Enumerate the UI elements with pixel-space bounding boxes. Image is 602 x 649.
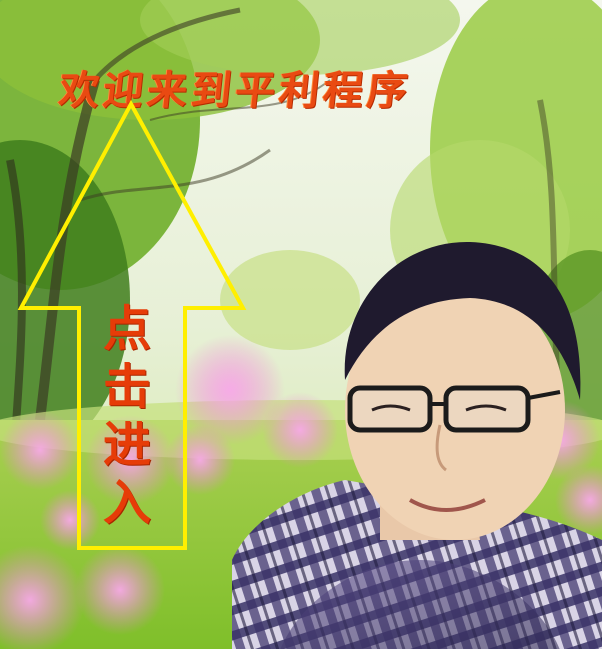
enter-char: 点 xyxy=(102,301,151,357)
enter-char: 进 xyxy=(102,417,151,473)
enter-char: 击 xyxy=(102,359,151,415)
enter-label[interactable]: 点 击 进 入 xyxy=(92,300,162,540)
enter-char: 入 xyxy=(102,475,151,531)
